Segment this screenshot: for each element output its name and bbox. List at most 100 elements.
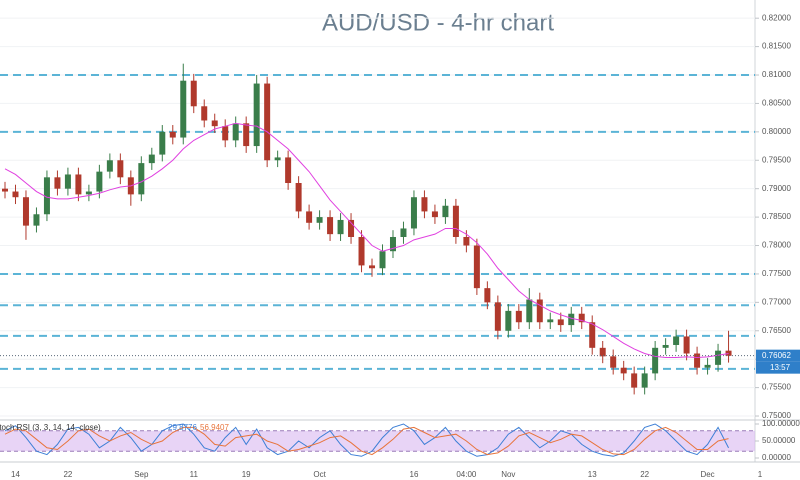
candle-body (599, 347, 606, 357)
candle-body (505, 310, 512, 331)
candle-body (96, 171, 103, 192)
candle-body (673, 336, 680, 345)
candle-body (43, 177, 50, 215)
y-tick-label: 0.77500 (762, 269, 791, 278)
candle-body (715, 350, 722, 365)
candle-body (316, 217, 323, 223)
countdown-box (756, 361, 800, 374)
candle-body (211, 120, 218, 127)
candle-body (306, 211, 313, 223)
x-tick-label: 19 (242, 470, 251, 479)
candle-body (369, 265, 376, 269)
candle-body (117, 160, 124, 178)
candle-body (54, 177, 61, 189)
candle-body (232, 123, 239, 141)
y-tick-label: 0.76500 (762, 326, 791, 335)
stoch-line (4, 423, 729, 457)
last-price-box (756, 349, 800, 362)
candle-body (725, 350, 732, 356)
y-tick-label: 0.79000 (762, 184, 791, 193)
y-tick-label: 0.82000 (762, 13, 791, 22)
candle-body (662, 344, 669, 348)
candle-body (421, 197, 428, 212)
candle-body (190, 80, 197, 107)
y-tick-label: 0.81500 (762, 42, 791, 51)
x-tick-label: 16 (410, 470, 419, 479)
candle-body (274, 157, 281, 161)
candle-body (337, 219, 344, 235)
candle-body (85, 191, 92, 195)
candle-body (704, 364, 711, 368)
candle-body (484, 288, 491, 303)
y-tick-label: 0.77000 (762, 297, 791, 306)
y-tick-label: 0.75500 (762, 383, 791, 392)
candle-body (358, 236, 365, 266)
candle-body (285, 157, 292, 184)
candle-body (12, 191, 19, 198)
candle-body (631, 373, 638, 388)
x-tick-label: 13 (588, 470, 597, 479)
candle-body (589, 322, 596, 348)
x-tick-label: Nov (501, 470, 515, 479)
candle-body (431, 211, 438, 218)
candle-body (295, 183, 302, 212)
candle-body (494, 302, 501, 331)
y-tick-label: 0.80500 (762, 99, 791, 108)
stoch-value: 56.9407 (200, 423, 229, 432)
candle-body (327, 217, 334, 235)
candle-body (568, 313, 575, 326)
candle-body (138, 163, 145, 195)
candle-body (557, 319, 564, 326)
candle-body (578, 313, 585, 323)
x-tick-label: 11 (190, 470, 199, 479)
x-tick-label: 22 (640, 470, 649, 479)
y-tick-label: 0.75000 (762, 411, 791, 420)
stoch-band (0, 430, 755, 452)
candle-body (148, 154, 155, 164)
y-tick-label: 0.78500 (762, 212, 791, 221)
candle-body (75, 174, 82, 195)
candle-body (2, 188, 8, 192)
candle-body (264, 83, 271, 161)
y-tick-label: 0.79500 (762, 155, 791, 164)
candle-body (400, 228, 407, 237)
x-tick-label: 04:00 (456, 470, 477, 479)
candle-body (64, 174, 71, 189)
x-tick-label: 14 (11, 470, 20, 479)
last-price-label: 0.76062 (762, 351, 791, 360)
candle-body (473, 245, 480, 289)
y-tick-label: 0.81000 (762, 70, 791, 79)
y-tick-label: 100.00000 (762, 419, 800, 428)
candle-body (106, 160, 113, 172)
candle-body (620, 367, 627, 374)
candle-body (22, 197, 29, 226)
candle-body (201, 106, 208, 121)
candle-body (379, 251, 386, 269)
candle-body (536, 299, 543, 323)
countdown-label: 13:57 (770, 363, 791, 372)
stoch-value: 29.8776 (168, 423, 197, 432)
candle-body (169, 131, 176, 138)
candle-body (389, 236, 396, 252)
x-tick-label: Oct (313, 470, 326, 479)
candle-body (641, 373, 648, 388)
candle-body (515, 310, 522, 323)
y-tick-label: 50.00000 (762, 436, 796, 445)
candle-body (452, 205, 459, 237)
candle-body (253, 83, 260, 147)
x-tick-label: 1 (758, 470, 763, 479)
moving-average (4, 122, 729, 358)
x-tick-label: Dec (700, 470, 714, 479)
candle-body (159, 131, 166, 155)
chart-title: AUD/USD - 4-hr chart (322, 9, 554, 36)
y-tick-label: 0.00000 (762, 453, 791, 462)
candle-body (348, 219, 355, 237)
candle-body (243, 123, 250, 147)
x-tick-label: Sep (134, 470, 149, 479)
x-tick-label: 22 (63, 470, 72, 479)
candle-body (33, 214, 40, 226)
candle-body (463, 236, 470, 246)
candle-body (410, 197, 417, 229)
